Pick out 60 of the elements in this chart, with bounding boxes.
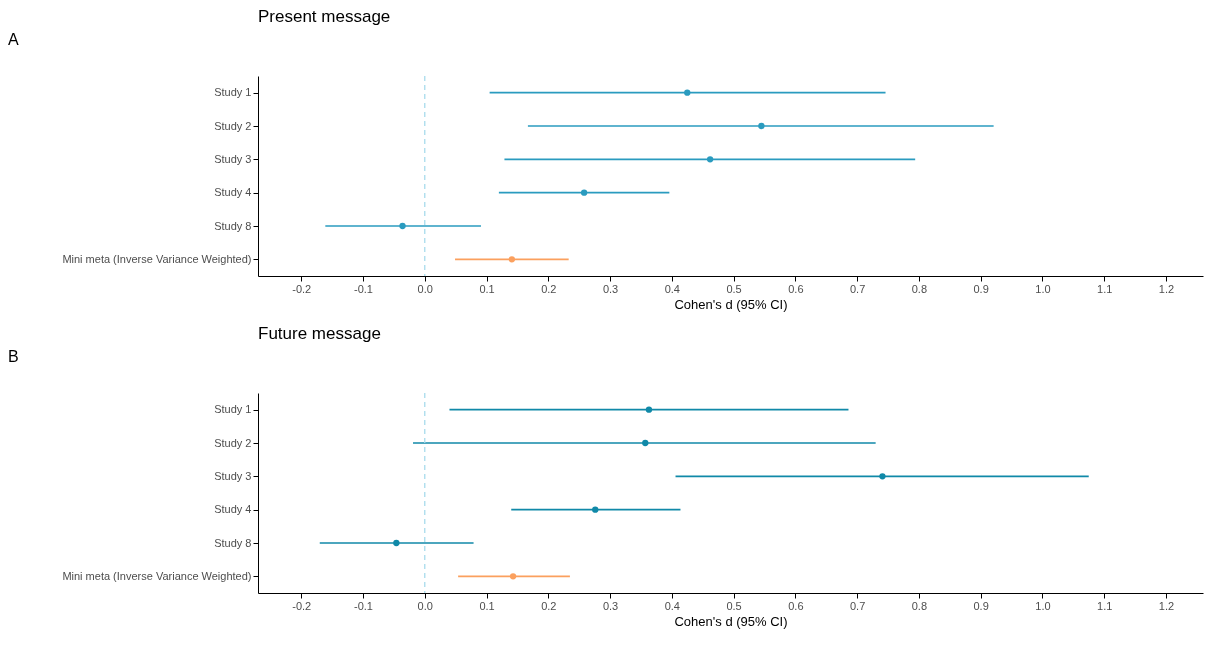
x-tick-label: 0.4 <box>664 599 680 612</box>
x-tick-label: 0.4 <box>664 282 680 295</box>
y-tick-label: Study 4 <box>214 503 252 516</box>
x-tick-label: 1.0 <box>1035 599 1051 612</box>
chart-title: Future message <box>258 324 381 343</box>
x-tick-label: 1.1 <box>1097 282 1113 295</box>
point <box>508 256 516 263</box>
x-tick-label: -0.1 <box>354 282 373 295</box>
x-tick-label: 0.7 <box>849 282 866 295</box>
x-tick-label: 0.0 <box>417 282 433 295</box>
x-tick-label: 0.5 <box>726 282 742 295</box>
x-tick-label: 0.2 <box>541 599 557 612</box>
y-tick-label: Study 8 <box>214 219 252 232</box>
point <box>399 222 406 230</box>
x-tick-label: 0.7 <box>849 599 866 612</box>
y-tick-label: Study 4 <box>214 186 252 199</box>
y-tick-label: Study 3 <box>214 152 252 165</box>
x-axis-title: Cohen's d (95% CI) <box>674 296 788 312</box>
point <box>592 506 599 513</box>
x-tick-label: 0.0 <box>417 599 433 612</box>
point <box>580 189 588 196</box>
x-tick-label: 0.9 <box>973 282 989 295</box>
x-tick-label: 0.3 <box>602 282 619 295</box>
y-tick-label: Study 1 <box>214 86 252 99</box>
point <box>879 473 886 480</box>
x-tick-label: 1.0 <box>1035 282 1051 295</box>
x-tick-label: 0.9 <box>973 599 989 612</box>
y-tick-label: Study 3 <box>214 469 252 482</box>
x-tick-label: 0.3 <box>602 599 619 612</box>
y-tick-label: Study 1 <box>214 403 252 416</box>
y-tick-label: Study 2 <box>214 119 252 132</box>
x-tick-label: 0.1 <box>479 282 495 295</box>
point <box>684 89 691 96</box>
text: B <box>8 348 19 365</box>
y-tick-label: Mini meta (Inverse Variance Weighted) <box>62 569 252 582</box>
point <box>642 439 649 447</box>
x-tick-label: 1.2 <box>1158 599 1175 612</box>
point <box>645 406 653 413</box>
x-axis-title: Cohen's d (95% CI) <box>674 613 788 629</box>
y-tick-label: Study 8 <box>214 536 252 549</box>
point <box>758 122 765 130</box>
x-tick-label: 0.8 <box>911 282 928 295</box>
x-tick-label: 0.6 <box>788 599 804 612</box>
x-tick-label: -0.1 <box>354 599 373 612</box>
y-tick-label: Mini meta (Inverse Variance Weighted) <box>62 252 252 265</box>
x-tick-label: 0.6 <box>788 282 804 295</box>
x-tick-label: 0.5 <box>726 599 742 612</box>
x-tick-label: 0.8 <box>911 599 928 612</box>
x-tick-label: -0.2 <box>292 282 312 295</box>
x-tick-label: -0.2 <box>292 599 312 612</box>
y-tick-label: Study 2 <box>214 436 252 449</box>
chart-title: Present message <box>258 7 391 26</box>
x-tick-label: 0.2 <box>541 282 557 295</box>
point <box>706 156 714 163</box>
x-tick-label: 0.1 <box>479 599 495 612</box>
point <box>393 539 400 547</box>
x-tick-label: 1.1 <box>1097 599 1113 612</box>
text: A <box>8 31 19 48</box>
x-tick-label: 1.2 <box>1158 282 1175 295</box>
point <box>509 573 517 580</box>
